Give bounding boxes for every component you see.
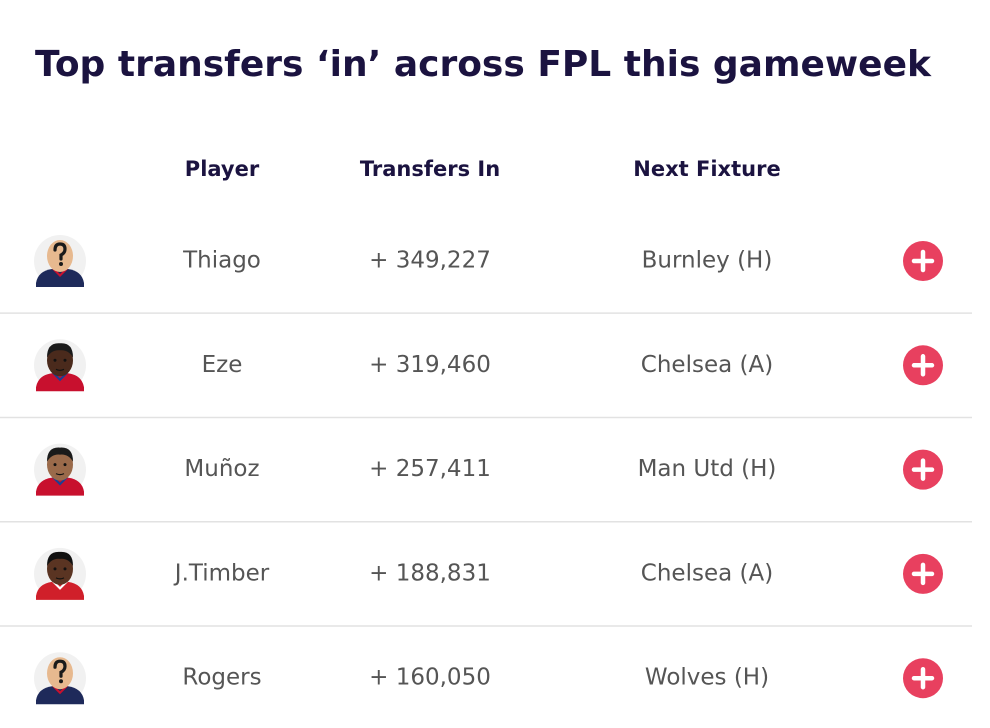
add-player-button[interactable] [903, 449, 943, 490]
avatar-question-dot [59, 679, 63, 684]
player-name: Thiago [182, 248, 261, 274]
player-avatar [34, 235, 86, 287]
add-player-button[interactable] [903, 241, 943, 281]
avatar-question [53, 659, 67, 678]
avatar-question [53, 242, 67, 261]
player-name: Eze [202, 352, 243, 378]
next-fixture: Man Utd (H) [638, 456, 777, 482]
player-avatar [34, 652, 86, 705]
player-name: Muñoz [184, 456, 259, 482]
player-avatar [34, 547, 86, 600]
next-fixture: Chelsea (A) [641, 352, 773, 378]
avatar-eye [53, 358, 57, 362]
avatar-hair [47, 343, 73, 358]
player-name: J.Timber [173, 560, 270, 586]
table-row: J.Timber + 188,831 Chelsea (A) [0, 547, 972, 627]
avatar-shirt [36, 269, 84, 287]
avatar-eye [53, 567, 57, 571]
next-fixture: Chelsea (A) [641, 560, 773, 586]
avatar-eye [63, 567, 67, 571]
avatar-hair [47, 551, 73, 566]
avatar-hair [47, 447, 73, 462]
table-row: Rogers + 160,050 Wolves (H) [34, 652, 943, 705]
avatar-eye [63, 358, 67, 362]
add-player-button[interactable] [903, 658, 943, 699]
button-plus [911, 562, 935, 586]
button-plus [911, 249, 935, 273]
avatar-shirt [36, 581, 84, 600]
avatar-head [47, 344, 73, 377]
transfers-in: + 257,411 [369, 456, 491, 482]
column-header: Next Fixture [633, 157, 780, 181]
avatar-question-dot [59, 262, 63, 266]
avatar-mouth [55, 473, 65, 476]
player-avatar [34, 443, 86, 496]
avatar-shirt [36, 373, 84, 392]
table-row: Muñoz + 257,411 Man Utd (H) [0, 443, 972, 523]
avatar-eye [53, 463, 57, 467]
avatar-shirt [36, 686, 84, 705]
avatar-mouth [55, 577, 65, 580]
add-player-button[interactable] [903, 345, 943, 386]
transfers-in: + 160,050 [369, 665, 491, 691]
button-plus [911, 666, 935, 690]
avatar-head [47, 448, 73, 481]
avatar-shirt [36, 477, 84, 496]
player-avatar [34, 339, 86, 392]
title: Top transfers ‘in’ across FPL this gamew… [35, 44, 932, 85]
avatar-mouth [55, 368, 65, 371]
avatar-eye [63, 463, 67, 467]
add-player-button[interactable] [903, 553, 943, 594]
transfers-in: + 349,227 [369, 248, 491, 274]
column-header: Player [185, 157, 260, 181]
transfers-in: + 319,460 [369, 352, 491, 378]
table-row: Thiago + 349,227 Burnley (H) [0, 235, 972, 314]
player-name: Rogers [182, 665, 261, 691]
button-plus [911, 354, 935, 377]
table-row: Eze + 319,460 Chelsea (A) [0, 339, 972, 419]
next-fixture: Burnley (H) [642, 248, 773, 274]
next-fixture: Wolves (H) [645, 665, 769, 691]
avatar-head [47, 552, 73, 585]
column-header: Transfers In [360, 157, 500, 181]
transfers-in: + 188,831 [369, 560, 491, 586]
button-plus [911, 458, 935, 481]
